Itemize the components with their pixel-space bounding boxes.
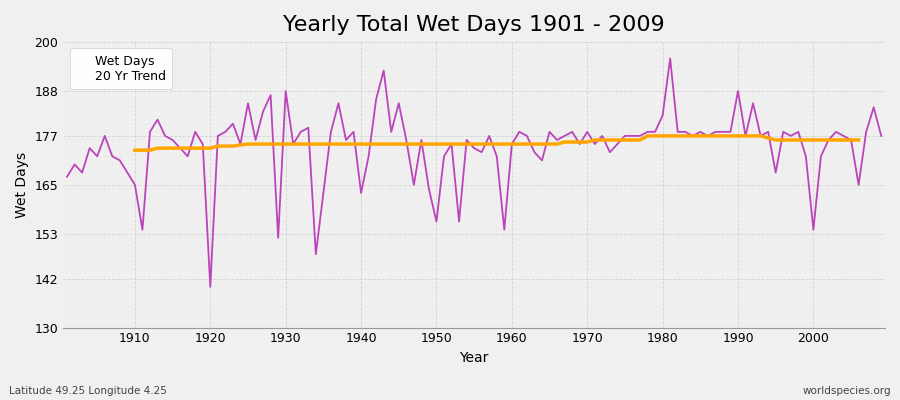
Legend: Wet Days, 20 Yr Trend: Wet Days, 20 Yr Trend xyxy=(69,48,172,89)
Wet Days xyxy=(507,142,517,146)
20 Yr Trend xyxy=(491,142,502,146)
20 Yr Trend xyxy=(642,134,652,138)
Wet Days xyxy=(514,130,525,134)
20 Yr Trend xyxy=(130,148,140,152)
Wet Days xyxy=(205,284,216,289)
Wet Days xyxy=(876,134,886,138)
Wet Days xyxy=(122,170,133,175)
20 Yr Trend xyxy=(695,134,706,138)
Wet Days xyxy=(62,174,73,179)
Line: 20 Yr Trend: 20 Yr Trend xyxy=(135,136,859,150)
Y-axis label: Wet Days: Wet Days xyxy=(15,152,29,218)
Text: worldspecies.org: worldspecies.org xyxy=(803,386,891,396)
Wet Days xyxy=(665,56,676,61)
20 Yr Trend xyxy=(544,142,555,146)
Wet Days xyxy=(295,130,306,134)
20 Yr Trend xyxy=(183,146,194,150)
20 Yr Trend xyxy=(318,142,328,146)
20 Yr Trend xyxy=(853,138,864,142)
Title: Yearly Total Wet Days 1901 - 2009: Yearly Total Wet Days 1901 - 2009 xyxy=(284,15,665,35)
Line: Wet Days: Wet Days xyxy=(68,58,881,287)
X-axis label: Year: Year xyxy=(460,351,489,365)
Wet Days xyxy=(605,150,616,155)
Wet Days xyxy=(340,138,351,142)
Text: Latitude 49.25 Longitude 4.25: Latitude 49.25 Longitude 4.25 xyxy=(9,386,166,396)
20 Yr Trend xyxy=(152,146,163,150)
